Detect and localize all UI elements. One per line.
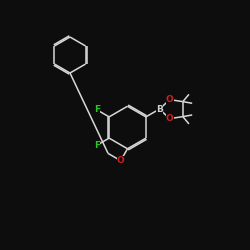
Text: O: O: [117, 156, 124, 165]
Text: O: O: [166, 114, 174, 123]
Text: O: O: [166, 95, 174, 104]
Text: F: F: [94, 106, 100, 114]
Text: B: B: [156, 104, 163, 114]
Text: F: F: [94, 140, 100, 149]
